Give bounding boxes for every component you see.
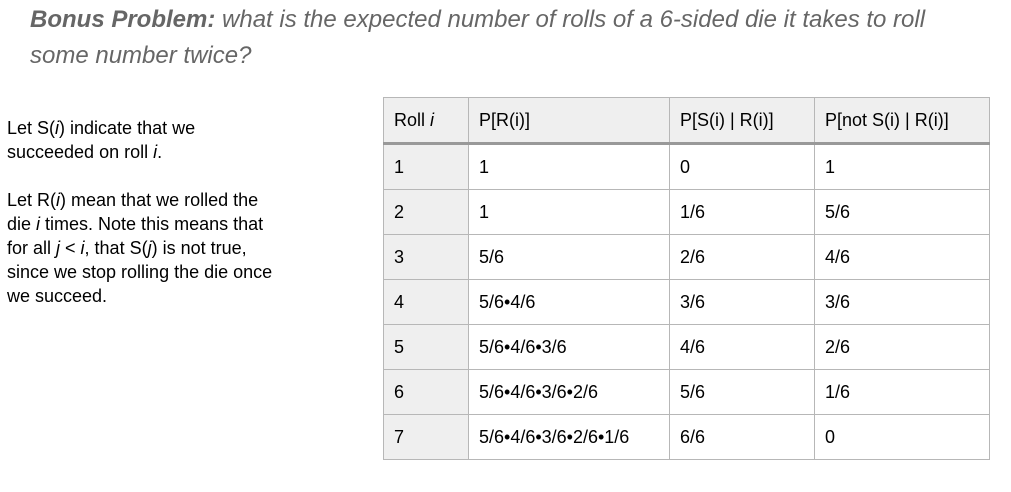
- var-i: i: [56, 190, 61, 210]
- table-header-row: Roll i P[R(i)] P[S(i) | R(i)] P[not S(i)…: [383, 97, 990, 145]
- text-run: <: [60, 238, 81, 258]
- header-p-r: P[R(i)]: [468, 97, 670, 145]
- table-row: 2 1 1/6 5/6: [383, 189, 990, 235]
- cell-p-r: 1: [468, 189, 670, 235]
- cell-p-not-s: 1: [814, 143, 990, 190]
- cell-roll: 7: [383, 414, 469, 460]
- cell-p-r: 1: [468, 143, 670, 190]
- var-i: i: [36, 214, 41, 234]
- cell-p-not-s: 0: [814, 414, 990, 460]
- definitions-notes: Let S(i) indicate that we succeeded on r…: [7, 116, 277, 308]
- text-run: ) mean that we rolled the die: [7, 190, 259, 234]
- var-j: j: [56, 238, 61, 258]
- text-run: ) is not true, since we stop rolling the…: [7, 238, 273, 306]
- cell-p-s: 3/6: [669, 279, 815, 325]
- cell-p-s: 2/6: [669, 234, 815, 280]
- cell-roll: 2: [383, 189, 469, 235]
- text-run: times. Note this means that for all: [7, 214, 264, 258]
- cell-p-not-s: 4/6: [814, 234, 990, 280]
- cell-p-not-s: 3/6: [814, 279, 990, 325]
- title-bold-label: Bonus Problem:: [30, 6, 216, 33]
- cell-p-r: 5/6•4/6: [468, 279, 670, 325]
- text-run: , that S(: [84, 238, 148, 258]
- cell-roll: 4: [383, 279, 469, 325]
- text-run: Let S(: [7, 118, 56, 138]
- cell-p-s: 4/6: [669, 324, 815, 370]
- header-roll-var: i: [430, 109, 435, 130]
- problem-title: Bonus Problem: what is the expected numb…: [30, 2, 990, 74]
- cell-roll: 1: [383, 143, 469, 190]
- cell-roll: 5: [383, 324, 469, 370]
- cell-p-s: 0: [669, 143, 815, 190]
- probability-table: Roll i P[R(i)] P[S(i) | R(i)] P[not S(i)…: [383, 97, 990, 460]
- table-row: 6 5/6•4/6•3/6•2/6 5/6 1/6: [383, 369, 990, 415]
- table-row: 1 1 0 1: [383, 143, 990, 190]
- title-question: what is the expected number of rolls of …: [30, 6, 926, 69]
- header-p-s-given-r: P[S(i) | R(i)]: [669, 97, 815, 145]
- paragraph-gap: [7, 164, 277, 188]
- header-roll-text: Roll: [394, 109, 431, 130]
- cell-p-r: 5/6•4/6•3/6•2/6: [468, 369, 670, 415]
- cell-roll: 3: [383, 234, 469, 280]
- header-p-not-s-given-r: P[not S(i) | R(i)]: [814, 97, 990, 145]
- cell-p-not-s: 1/6: [814, 369, 990, 415]
- cell-p-not-s: 5/6: [814, 189, 990, 235]
- var-i: i: [55, 118, 60, 138]
- definition-s: Let S(i) indicate that we succeeded on r…: [7, 116, 277, 164]
- var-j: j: [147, 238, 152, 258]
- var-i: i: [80, 238, 85, 258]
- header-roll: Roll i: [383, 97, 469, 145]
- cell-p-s: 1/6: [669, 189, 815, 235]
- cell-p-s: 5/6: [669, 369, 815, 415]
- cell-p-r: 5/6•4/6•3/6•2/6•1/6: [468, 414, 670, 460]
- cell-p-not-s: 2/6: [814, 324, 990, 370]
- text-run: Let R(: [7, 190, 57, 210]
- table-row: 3 5/6 2/6 4/6: [383, 234, 990, 280]
- cell-roll: 6: [383, 369, 469, 415]
- table-row: 5 5/6•4/6•3/6 4/6 2/6: [383, 324, 990, 370]
- cell-p-s: 6/6: [669, 414, 815, 460]
- var-i: i: [153, 142, 158, 162]
- text-run: ) indicate that we succeeded on roll: [7, 118, 196, 162]
- table-row: 7 5/6•4/6•3/6•2/6•1/6 6/6 0: [383, 414, 990, 460]
- text-run: .: [157, 142, 163, 162]
- cell-p-r: 5/6•4/6•3/6: [468, 324, 670, 370]
- definition-r: Let R(i) mean that we rolled the die i t…: [7, 188, 277, 308]
- cell-p-r: 5/6: [468, 234, 670, 280]
- table-row: 4 5/6•4/6 3/6 3/6: [383, 279, 990, 325]
